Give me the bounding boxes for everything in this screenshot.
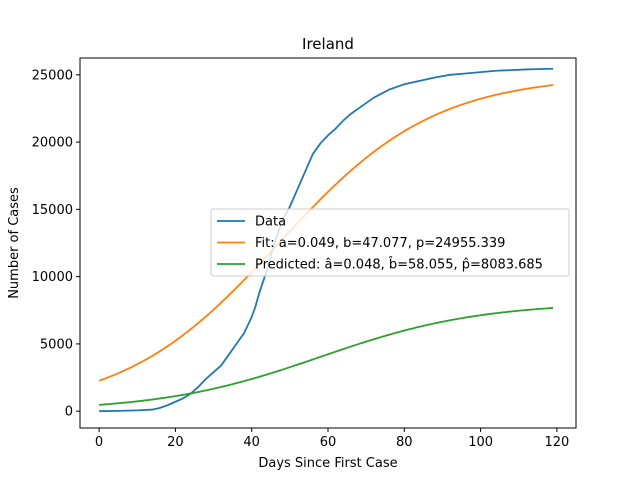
x-tick-label: 60: [320, 435, 337, 450]
series-line-3: [99, 307, 554, 406]
legend: Data Fit: a=0.049, b=47.077, p=24955.339 P…: [210, 208, 570, 277]
legend-label-1: Data: [255, 215, 286, 230]
y-tick-label: 15000: [32, 203, 73, 218]
plot-frame: [79, 57, 577, 429]
x-axis-label: Days Since First Case: [258, 456, 397, 471]
y-tick-label: 20000: [32, 136, 73, 151]
x-tick-label: 80: [396, 435, 413, 450]
chart-title: Ireland: [302, 35, 354, 53]
y-axis-label: Number of Cases: [7, 187, 22, 299]
y-tick-label: 5000: [40, 337, 73, 352]
series-line-2: [98, 84, 554, 382]
x-tick-label: 120: [545, 435, 570, 450]
axes-layer: 0 20 40 60 80 100 120 0 5000 10000 15000 20000 25000: [32, 68, 570, 450]
legend-box: [210, 208, 570, 277]
y-tick-label: 0: [65, 405, 73, 420]
series-layer: [98, 67, 554, 413]
legend-label-2: Fit: a=0.049, b=47.077, p=24955.339: [255, 236, 505, 251]
x-tick-label: 40: [243, 435, 260, 450]
x-tick-label: 100: [468, 435, 493, 450]
x-tick-label: 20: [167, 435, 184, 450]
y-tick-label: 25000: [32, 68, 73, 83]
y-tick-label: 10000: [32, 270, 73, 285]
legend-label-3: Predicted: â=0.048, b̂=58.055, p̂=8083.6…: [255, 257, 543, 272]
x-tick-label: 0: [95, 435, 103, 450]
